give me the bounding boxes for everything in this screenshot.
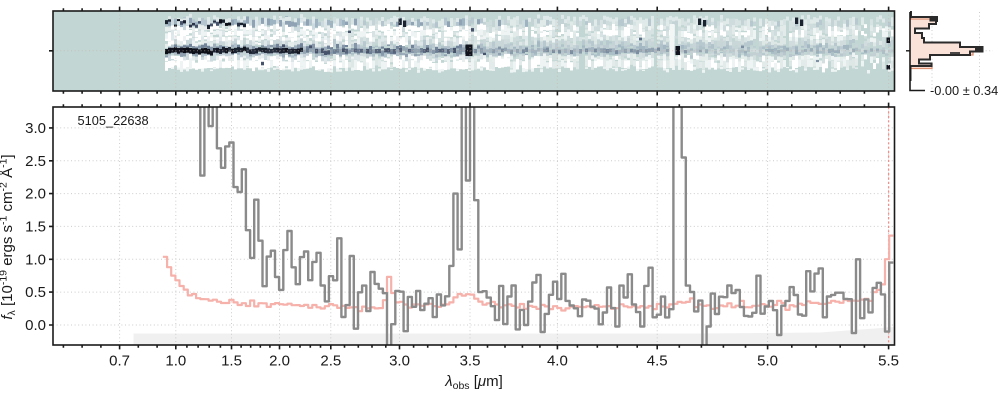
svg-text:2.5: 2.5	[320, 352, 341, 369]
svg-text:5.0: 5.0	[757, 352, 778, 369]
svg-text:1.5: 1.5	[221, 352, 242, 369]
svg-text:2.0: 2.0	[269, 352, 290, 369]
svg-text:3.5: 3.5	[460, 352, 481, 369]
svg-text:-0.00 ± 0.34: -0.00 ± 0.34	[930, 83, 998, 98]
svg-text:5.5: 5.5	[878, 352, 899, 369]
svg-text:5105_22638: 5105_22638	[78, 113, 149, 128]
svg-text:4.0: 4.0	[547, 352, 568, 369]
svg-text:0.5: 0.5	[25, 284, 46, 301]
svg-text:4.5: 4.5	[647, 352, 668, 369]
svg-text:3.0: 3.0	[389, 352, 410, 369]
svg-text:1.0: 1.0	[165, 352, 186, 369]
svg-text:λobs [μm]: λobs [μm]	[444, 373, 503, 392]
svg-text:0.0: 0.0	[25, 317, 46, 334]
svg-text:0.7: 0.7	[109, 352, 130, 369]
svg-text:2.5: 2.5	[25, 153, 46, 170]
svg-text:fλ [10-19 ergs s-1 cm-2 Å-1]: fλ [10-19 ergs s-1 cm-2 Å-1]	[0, 154, 18, 319]
svg-text:3.0: 3.0	[25, 120, 46, 137]
svg-text:2.0: 2.0	[25, 186, 46, 203]
svg-text:1.5: 1.5	[25, 218, 46, 235]
svg-text:1.0: 1.0	[25, 251, 46, 268]
